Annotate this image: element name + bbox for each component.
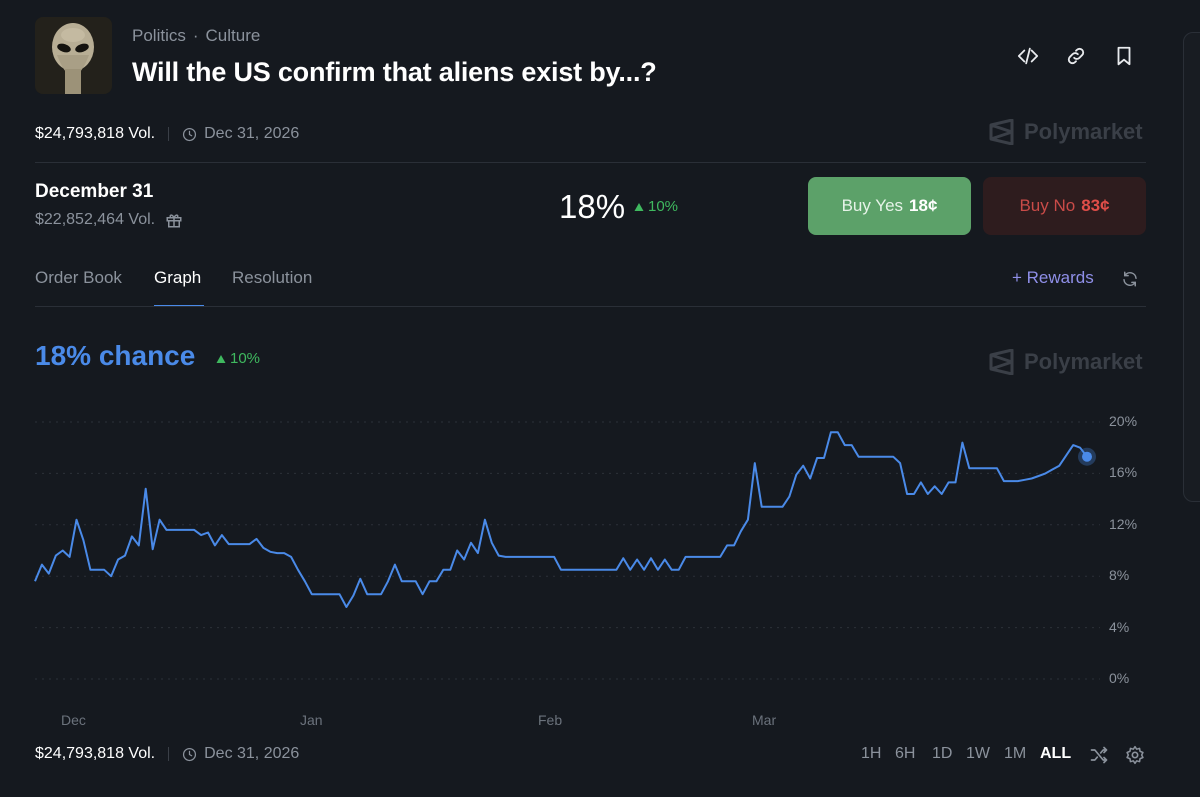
triangle-up-icon bbox=[216, 354, 226, 363]
end-date: Dec 31, 2026 bbox=[182, 125, 299, 143]
x-tick-jan: Jan bbox=[300, 712, 323, 728]
code-icon bbox=[1017, 47, 1039, 65]
link-icon bbox=[1067, 47, 1085, 65]
bookmark-button[interactable] bbox=[1111, 43, 1137, 69]
tab-resolution[interactable]: Resolution bbox=[232, 268, 313, 287]
shuffle-icon bbox=[1090, 746, 1108, 764]
bookmark-icon bbox=[1117, 46, 1131, 66]
subcategory-link[interactable]: Culture bbox=[205, 26, 261, 45]
chance-change: 10% bbox=[216, 350, 260, 367]
y-tick-label: 20% bbox=[1109, 413, 1138, 429]
breadcrumb-separator: · bbox=[192, 26, 199, 45]
y-tick-label: 8% bbox=[1109, 567, 1130, 584]
range-1d[interactable]: 1D bbox=[932, 745, 953, 762]
buy-yes-price: 18¢ bbox=[909, 196, 938, 215]
outcome-title: December 31 bbox=[35, 181, 154, 202]
range-1w[interactable]: 1W bbox=[966, 745, 990, 762]
chart-grid bbox=[35, 421, 1100, 680]
rewards-button[interactable]: + Rewards bbox=[1012, 268, 1094, 287]
page-title: Will the US confirm that aliens exist by… bbox=[132, 57, 657, 87]
outcome-volume: $22,852,464 Vol. bbox=[35, 211, 156, 228]
x-tick-mar: Mar bbox=[752, 712, 777, 728]
triangle-up-icon bbox=[634, 202, 644, 211]
x-tick-dec: Dec bbox=[61, 712, 86, 728]
outcome-volume-row: $22,852,464 Vol. bbox=[35, 211, 183, 229]
outcome-probability: 18% bbox=[559, 188, 626, 225]
market-thumbnail bbox=[35, 17, 112, 94]
range-1h[interactable]: 1H bbox=[861, 745, 882, 762]
outcome-change-value: 10% bbox=[648, 198, 679, 215]
chart-series-line bbox=[34, 431, 1088, 608]
y-tick-label: 12% bbox=[1109, 515, 1138, 532]
buy-no-price: 83¢ bbox=[1081, 196, 1110, 215]
x-tick-feb: Feb bbox=[538, 712, 563, 728]
footer-meta: $24,793,818 Vol. Dec 31, 2026 bbox=[35, 745, 299, 763]
buy-yes-label: Buy Yes bbox=[841, 196, 904, 215]
clock-icon bbox=[183, 747, 197, 761]
chance-label: 18% chance bbox=[35, 340, 196, 371]
embed-button[interactable] bbox=[1015, 43, 1041, 69]
range-6h[interactable]: 6H bbox=[895, 745, 916, 762]
footer-divider bbox=[168, 747, 170, 761]
total-volume: $24,793,818 Vol. bbox=[35, 125, 156, 142]
y-tick-label: 16% bbox=[1109, 464, 1138, 481]
category-link[interactable]: Politics bbox=[132, 26, 186, 45]
watermark-text: Polymarket bbox=[1024, 119, 1143, 144]
alien-image bbox=[35, 17, 112, 94]
current-point bbox=[1082, 451, 1092, 462]
copy-link-button[interactable] bbox=[1063, 43, 1089, 69]
polymarket-logo-icon bbox=[989, 349, 1014, 375]
buy-no-button[interactable]: Buy No 83¢ bbox=[983, 177, 1146, 235]
outcome-change: 10% bbox=[634, 198, 678, 215]
polymarket-watermark: Polymarket bbox=[988, 119, 1143, 145]
refresh-icon bbox=[1123, 271, 1137, 287]
meta-divider bbox=[168, 127, 170, 141]
refresh-button[interactable] bbox=[1117, 266, 1143, 292]
range-1m[interactable]: 1M bbox=[1004, 745, 1027, 762]
clock-icon bbox=[183, 127, 197, 141]
polymarket-logo-icon bbox=[989, 119, 1014, 145]
shuffle-button[interactable] bbox=[1086, 742, 1112, 768]
footer-end-date: Dec 31, 2026 bbox=[182, 745, 299, 763]
side-panel-edge bbox=[1183, 32, 1200, 502]
y-tick-label: 0% bbox=[1109, 670, 1130, 686]
tab-order-book[interactable]: Order Book bbox=[35, 268, 122, 287]
gift-icon[interactable] bbox=[165, 211, 183, 229]
footer-end-date-text: Dec 31, 2026 bbox=[204, 745, 300, 762]
chart-watermark-text: Polymarket bbox=[1024, 349, 1143, 374]
buy-yes-button[interactable]: Buy Yes 18¢ bbox=[808, 177, 971, 235]
footer-volume: $24,793,818 Vol. bbox=[35, 745, 156, 762]
divider bbox=[35, 162, 1146, 163]
gear-icon bbox=[1126, 745, 1144, 765]
breadcrumb: Politics · Culture bbox=[132, 26, 260, 46]
y-tick-label: 4% bbox=[1109, 618, 1130, 635]
settings-button[interactable] bbox=[1122, 742, 1148, 768]
chart-watermark: Polymarket bbox=[988, 349, 1143, 375]
end-date-text: Dec 31, 2026 bbox=[204, 125, 300, 142]
market-meta: $24,793,818 Vol. Dec 31, 2026 bbox=[35, 125, 299, 143]
buy-no-label: Buy No bbox=[1019, 196, 1076, 215]
range-all[interactable]: ALL bbox=[1040, 745, 1072, 762]
tabs-divider bbox=[35, 306, 1146, 307]
tab-graph[interactable]: Graph bbox=[154, 268, 202, 287]
chance-change-value: 10% bbox=[230, 350, 261, 367]
